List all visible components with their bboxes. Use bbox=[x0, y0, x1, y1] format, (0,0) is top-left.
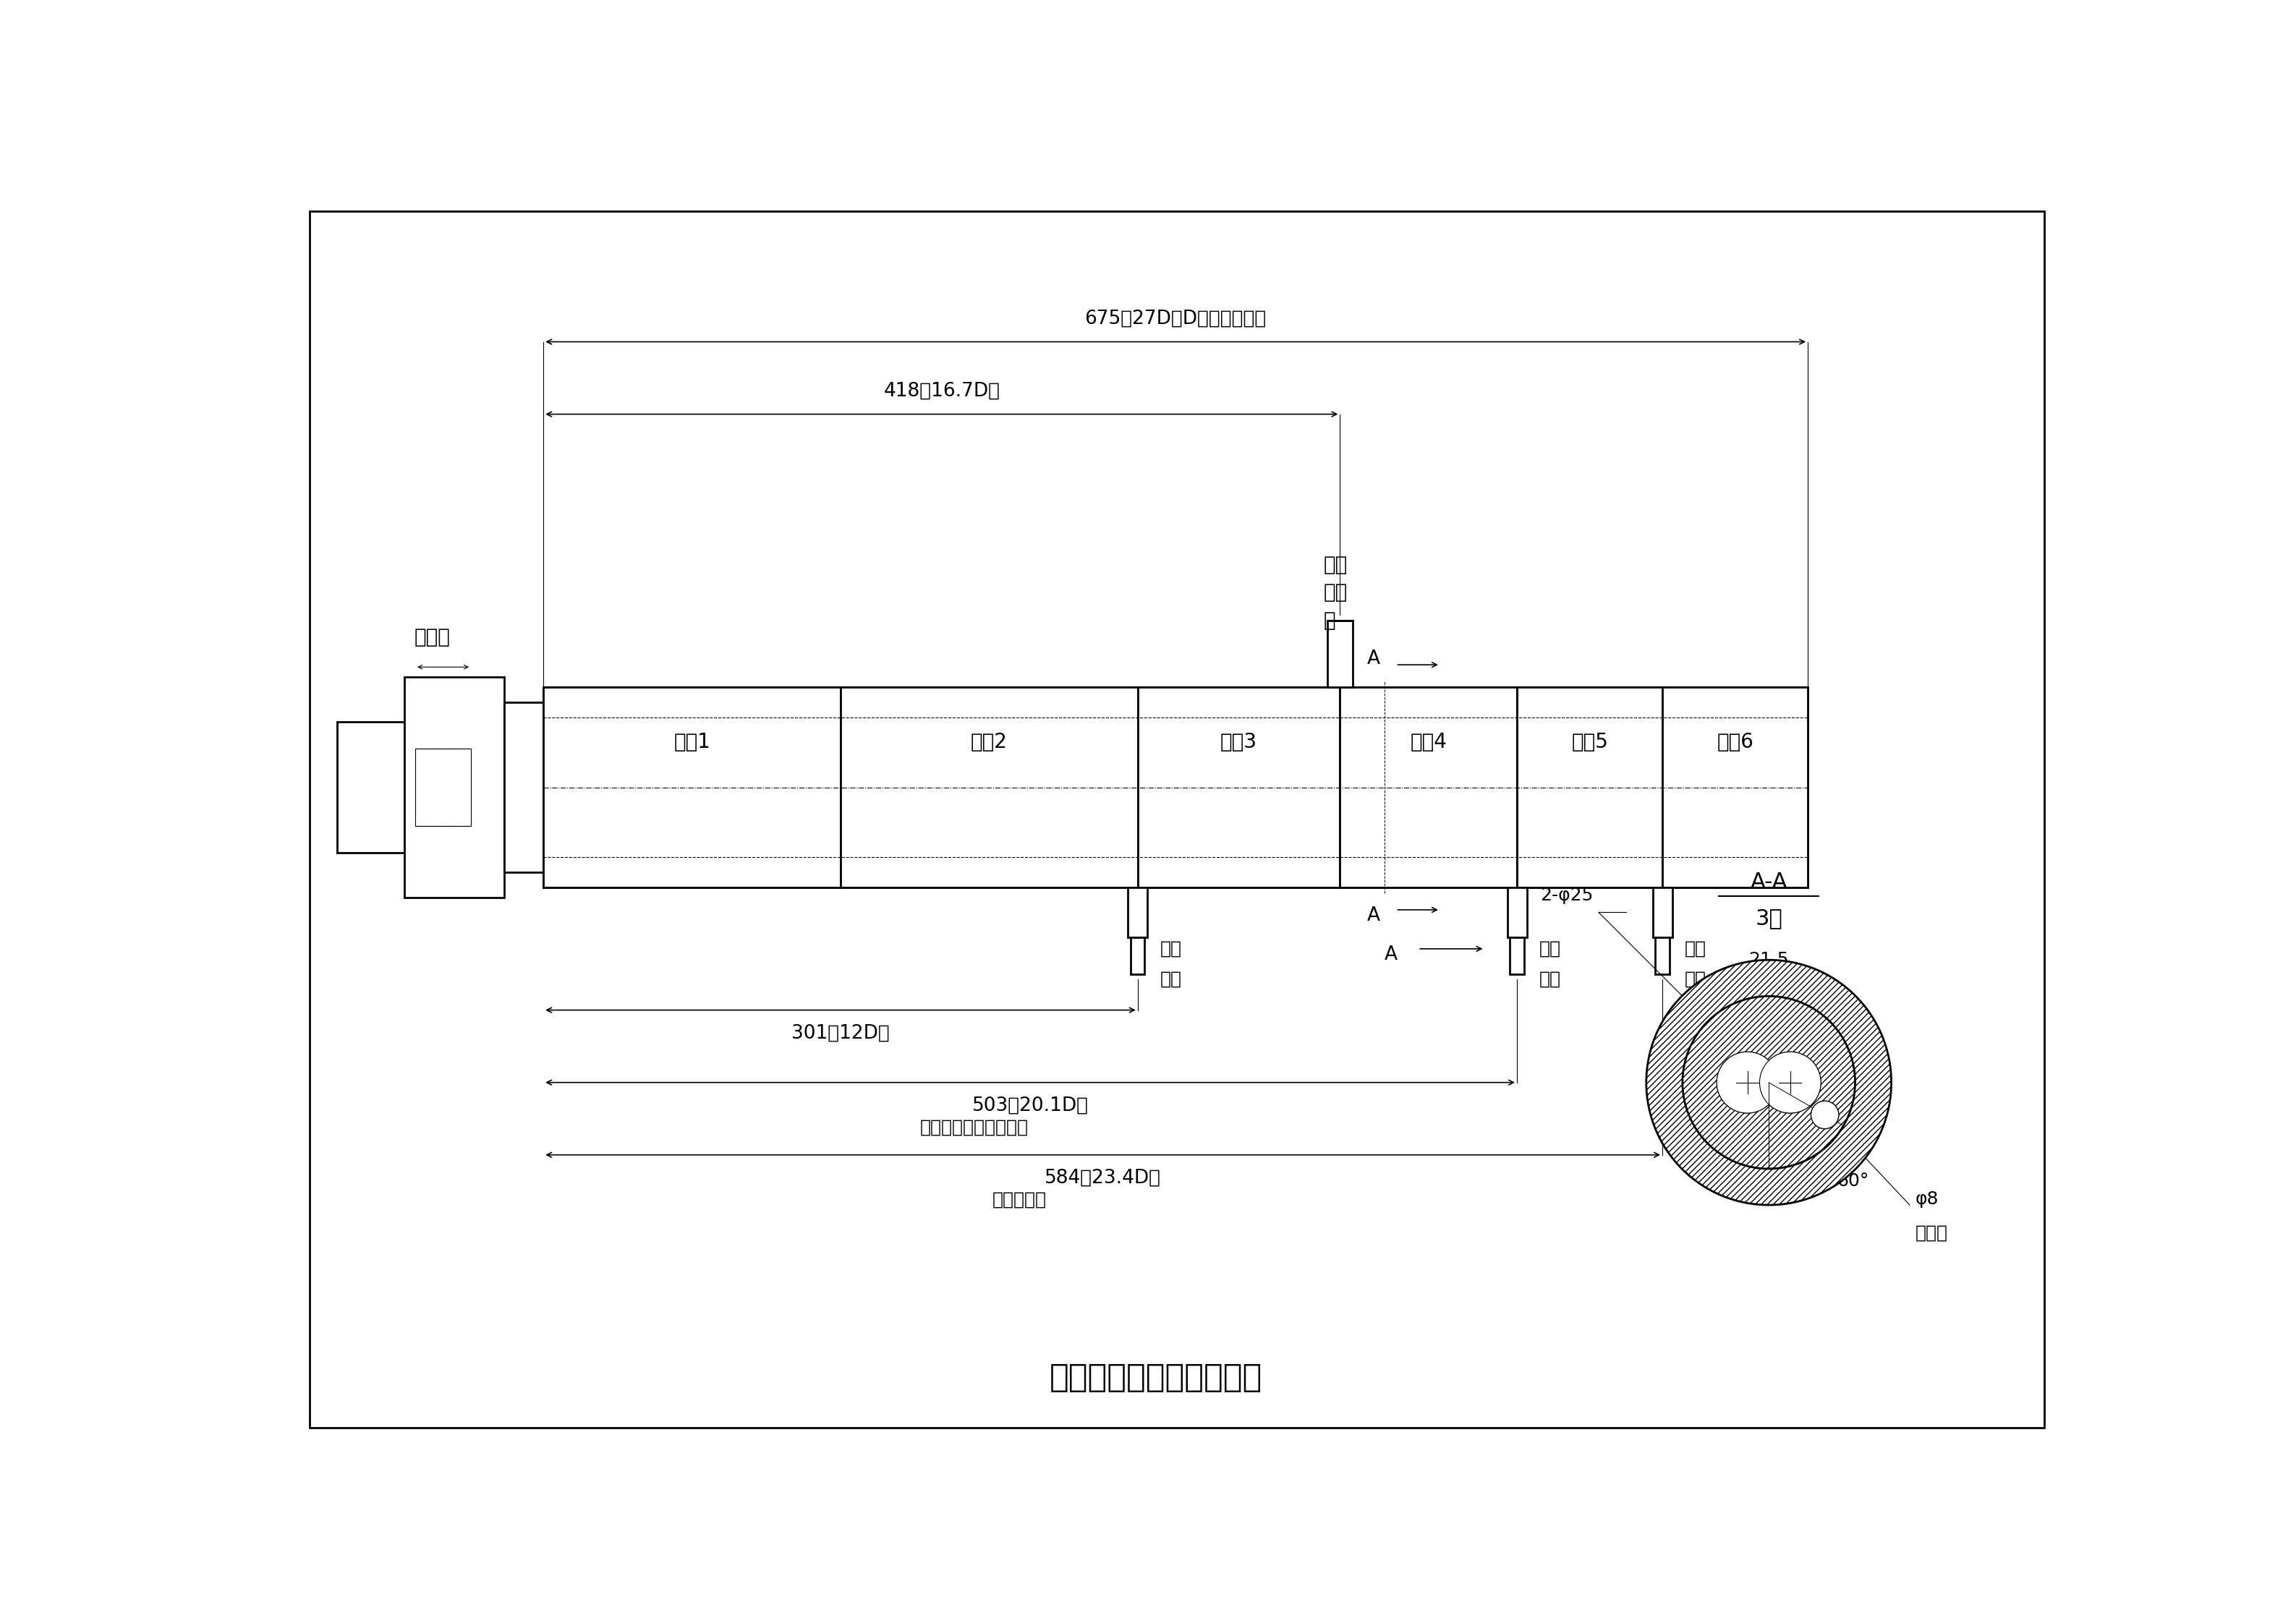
Bar bbox=[1506, 888, 1527, 938]
Bar bbox=[1662, 687, 1807, 888]
Text: A: A bbox=[1384, 945, 1398, 964]
Text: 第三: 第三 bbox=[1685, 940, 1706, 958]
Text: 排气: 排气 bbox=[1322, 583, 1348, 602]
Text: 压力: 压力 bbox=[1685, 971, 1706, 988]
Text: 加热6: 加热6 bbox=[1717, 732, 1754, 753]
Text: A: A bbox=[1366, 649, 1380, 669]
Circle shape bbox=[1812, 1100, 1839, 1128]
Text: 675（27D，D为螺杆外径）: 675（27D，D为螺杆外径） bbox=[1084, 308, 1267, 328]
Bar bbox=[1137, 687, 1341, 888]
Bar bbox=[404, 677, 505, 898]
Bar bbox=[338, 722, 404, 852]
Text: 503（20.1D）: 503（20.1D） bbox=[971, 1097, 1088, 1115]
Text: 加热1: 加热1 bbox=[673, 732, 709, 753]
Circle shape bbox=[1683, 997, 1855, 1169]
Text: 位于排气与计量过渡区: 位于排气与计量过渡区 bbox=[921, 1118, 1029, 1136]
Text: 压力: 压力 bbox=[1538, 971, 1561, 988]
Text: 加料口: 加料口 bbox=[413, 626, 450, 648]
Bar bbox=[1341, 687, 1518, 888]
Text: 测压孔: 测压孔 bbox=[1915, 1224, 1947, 1242]
Text: 加热4: 加热4 bbox=[1410, 732, 1446, 753]
Text: 418（16.7D）: 418（16.7D） bbox=[884, 381, 999, 401]
Bar bbox=[1511, 938, 1525, 974]
Text: 3处: 3处 bbox=[1754, 907, 1782, 928]
Bar bbox=[1327, 620, 1352, 687]
Bar bbox=[1518, 687, 1662, 888]
Text: A: A bbox=[1366, 906, 1380, 925]
Bar bbox=[544, 687, 840, 888]
Circle shape bbox=[1717, 1052, 1777, 1113]
Text: 60°: 60° bbox=[1837, 1172, 1869, 1190]
Text: 加热3: 加热3 bbox=[1221, 732, 1258, 753]
Bar bbox=[505, 703, 549, 873]
Text: 21.5: 21.5 bbox=[1750, 951, 1789, 969]
Text: φ8: φ8 bbox=[1915, 1191, 1938, 1208]
Text: 异向平双测压力螺筒方案: 异向平双测压力螺筒方案 bbox=[1049, 1362, 1263, 1393]
Bar bbox=[840, 687, 1137, 888]
Text: 2-φ25: 2-φ25 bbox=[1541, 886, 1593, 904]
Text: 584（23.4D）: 584（23.4D） bbox=[1045, 1169, 1162, 1188]
Bar bbox=[1130, 938, 1146, 974]
Circle shape bbox=[1646, 959, 1892, 1204]
Circle shape bbox=[1717, 1052, 1777, 1113]
Text: 301（12D）: 301（12D） bbox=[792, 1024, 889, 1044]
Bar bbox=[1127, 888, 1148, 938]
Text: 孔: 孔 bbox=[1322, 610, 1336, 630]
Circle shape bbox=[1759, 1052, 1821, 1113]
Text: 加热5: 加热5 bbox=[1570, 732, 1607, 753]
Text: 自然: 自然 bbox=[1322, 555, 1348, 575]
Text: 第一: 第一 bbox=[1159, 940, 1182, 958]
Bar bbox=[544, 687, 1807, 888]
Circle shape bbox=[1759, 1052, 1821, 1113]
Text: 加热2: 加热2 bbox=[971, 732, 1008, 753]
Text: 第二: 第二 bbox=[1538, 940, 1561, 958]
Bar bbox=[1653, 888, 1671, 938]
Text: 压力: 压力 bbox=[1159, 971, 1182, 988]
Text: A-A: A-A bbox=[1750, 872, 1786, 893]
Bar bbox=[1655, 938, 1669, 974]
Bar bbox=[416, 748, 471, 826]
Text: 位于计量区: 位于计量区 bbox=[992, 1191, 1047, 1209]
